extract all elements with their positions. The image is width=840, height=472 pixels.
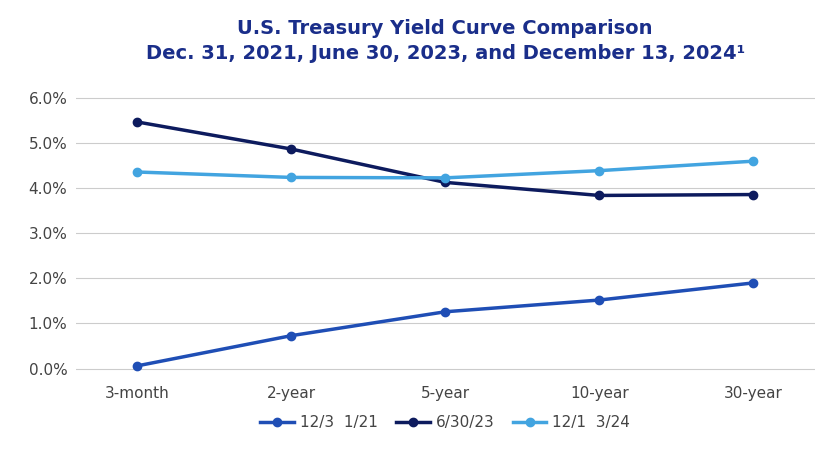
- 12/1 3/24: [594, 168, 604, 174]
- Line: 12/3 1/21: 12/3 1/21: [133, 279, 758, 370]
- Legend: 12/3 1/21, 6/30/23, 12/1 3/24: 12/3 1/21, 6/30/23, 12/1 3/24: [254, 409, 637, 437]
- 12/1 3/24: [748, 158, 759, 164]
- 12/3 1/21: [594, 297, 604, 303]
- Line: 6/30/23: 6/30/23: [133, 118, 758, 200]
- 12/3 1/21: [286, 333, 297, 338]
- 6/30/23: [748, 192, 759, 197]
- Title: U.S. Treasury Yield Curve Comparison
Dec. 31, 2021, June 30, 2023, and December : U.S. Treasury Yield Curve Comparison Dec…: [145, 19, 745, 63]
- 6/30/23: [594, 193, 604, 198]
- 6/30/23: [440, 179, 450, 185]
- Line: 12/1 3/24: 12/1 3/24: [133, 157, 758, 182]
- 12/3 1/21: [440, 309, 450, 315]
- 12/3 1/21: [748, 280, 759, 286]
- 12/1 3/24: [286, 175, 297, 180]
- 12/1 3/24: [440, 175, 450, 181]
- 12/1 3/24: [132, 169, 142, 175]
- 6/30/23: [286, 146, 297, 152]
- 6/30/23: [132, 119, 142, 125]
- 12/3 1/21: [132, 363, 142, 369]
